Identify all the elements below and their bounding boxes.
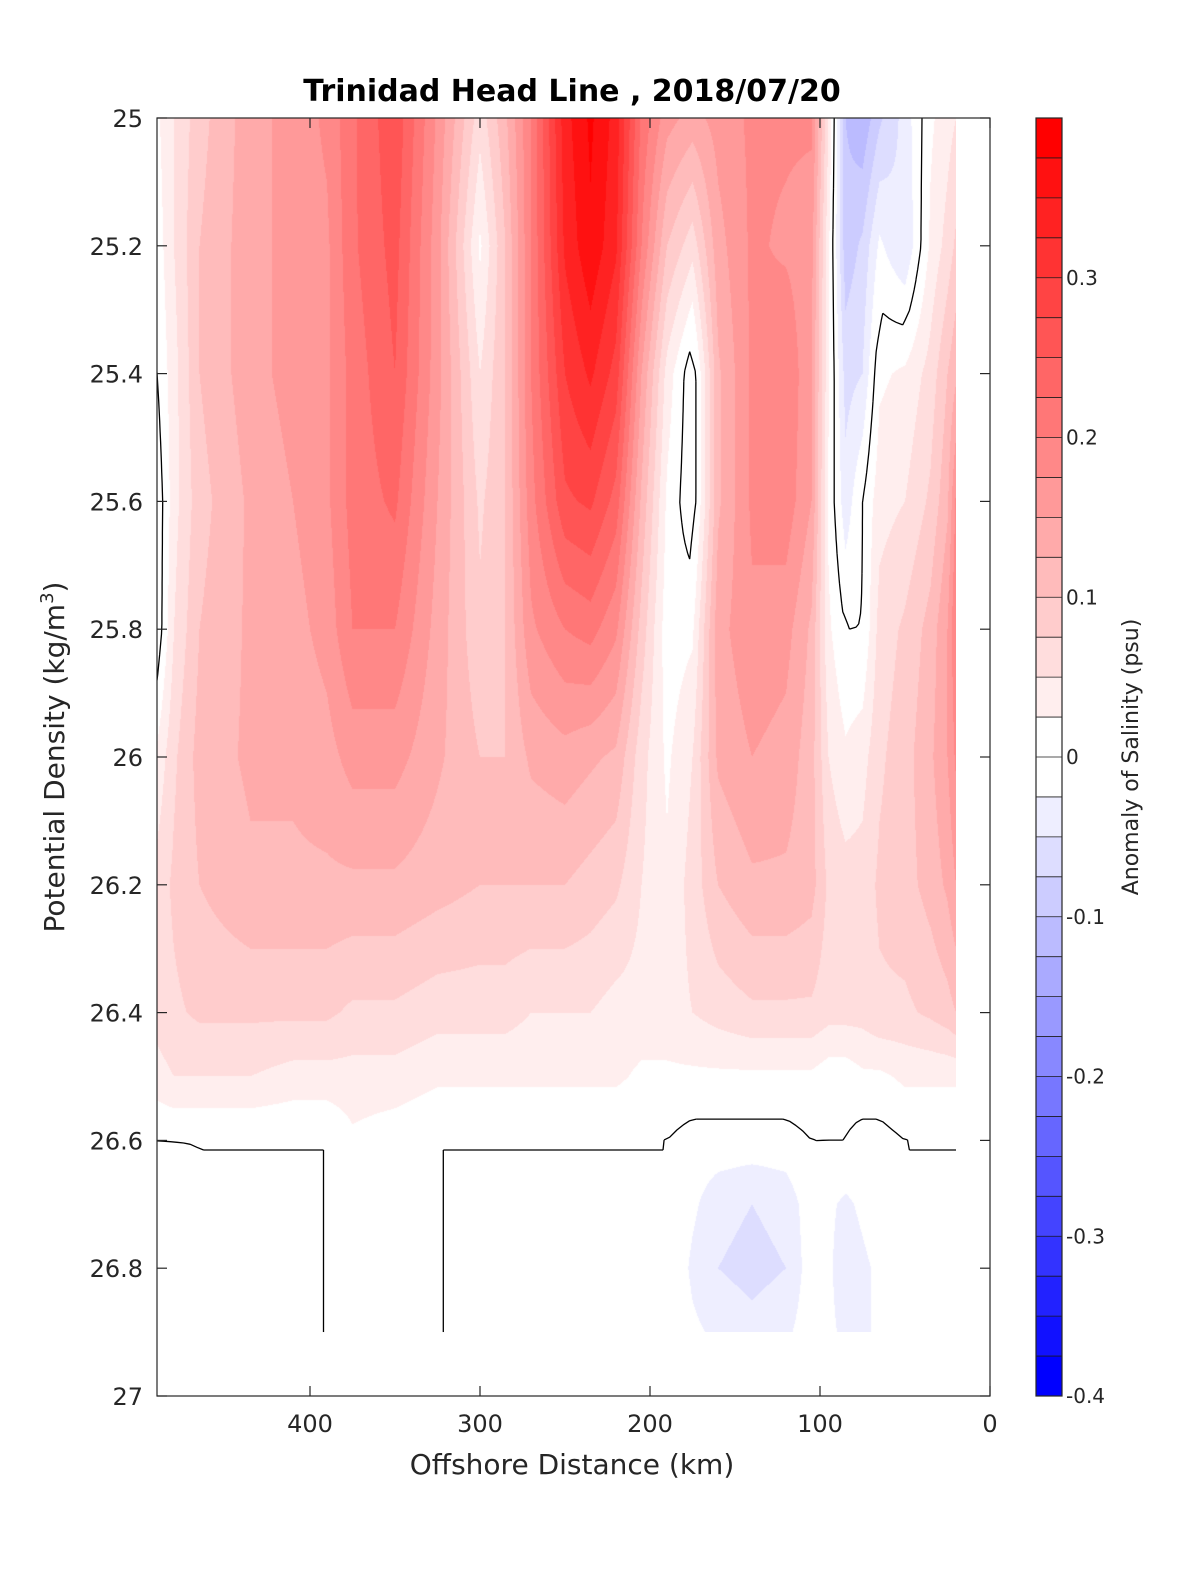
y-tick-label: 27 — [112, 1383, 143, 1411]
colorbar-segment — [1036, 118, 1062, 159]
y-tick-label: 25.6 — [90, 488, 143, 516]
colorbar-segment — [1036, 956, 1062, 998]
chart-title: Trinidad Head Line , 2018/07/20 — [303, 74, 840, 109]
colorbar-segment — [1036, 317, 1062, 359]
colorbar-segment — [1036, 1236, 1062, 1277]
colorbar-segment — [1036, 1076, 1062, 1117]
colorbar-segment — [1036, 197, 1062, 239]
colorbar-frame — [1035, 117, 1063, 1397]
y-tick-label: 25.2 — [90, 233, 143, 261]
colorbar-tick-label: -0.2 — [1066, 1065, 1105, 1089]
colorbar-segment — [1036, 437, 1062, 478]
colorbar-segment — [1036, 1356, 1062, 1397]
colorbar — [1035, 117, 1063, 1397]
colorbar-tick-label: -0.4 — [1066, 1384, 1105, 1408]
x-tick-label: 0 — [982, 1410, 997, 1438]
colorbar-segment — [1036, 1316, 1062, 1357]
colorbar-segment — [1036, 357, 1062, 399]
colorbar-segment — [1036, 157, 1062, 199]
colorbar-segment — [1036, 397, 1062, 438]
colorbar-segment — [1036, 1116, 1062, 1157]
x-axis-label: Offshore Distance (km) — [410, 1448, 735, 1481]
y-axis: 25 25.2 25.4 25.6 25.8 26 26.2 26.4 26.6 26.8 27 — [90, 105, 990, 1411]
x-tick-label: 100 — [797, 1410, 843, 1438]
colorbar-segment — [1036, 876, 1062, 918]
colorbar-tick-label: 0.1 — [1066, 585, 1098, 609]
y-tick-label: 26.4 — [90, 1000, 143, 1028]
salinity-anomaly-field — [157, 118, 956, 1332]
y-tick-label: 26.2 — [90, 872, 143, 900]
colorbar-tick-label: 0.2 — [1066, 426, 1098, 450]
y-tick-label: 25.4 — [90, 361, 143, 389]
x-tick-label: 200 — [627, 1410, 673, 1438]
y-tick-label: 25 — [112, 105, 143, 133]
colorbar-segment — [1036, 517, 1062, 558]
colorbar-tick-label: -0.3 — [1066, 1224, 1105, 1248]
colorbar-segment — [1036, 1036, 1062, 1077]
y-tick-label: 26 — [112, 744, 143, 772]
colorbar-segment — [1036, 836, 1062, 878]
colorbar-ticks: 0.3 0.2 0.1 0 -0.1 -0.2 -0.3 -0.4 — [1066, 266, 1105, 1408]
y-axis-label-tail: ) — [38, 582, 71, 593]
colorbar-segment — [1036, 1276, 1062, 1317]
colorbar-segment — [1036, 597, 1062, 638]
colorbar-segment — [1036, 677, 1062, 718]
y-tick-label: 26.6 — [90, 1127, 143, 1155]
colorbar-tick-label: 0 — [1066, 745, 1079, 769]
colorbar-segment — [1036, 717, 1062, 758]
x-tick-label: 300 — [457, 1410, 503, 1438]
colorbar-segment — [1036, 557, 1062, 598]
colorbar-segment — [1036, 796, 1062, 838]
y-tick-label: 25.8 — [90, 616, 143, 644]
colorbar-segment — [1036, 237, 1062, 279]
colorbar-segment — [1036, 916, 1062, 958]
y-axis-label-superscript: 3 — [37, 592, 58, 603]
colorbar-segment — [1036, 757, 1062, 798]
heatmap-image — [157, 118, 956, 1332]
colorbar-segment — [1036, 477, 1062, 518]
colorbar-segment — [1036, 1196, 1062, 1237]
colorbar-segment — [1036, 277, 1062, 319]
x-tick-label: 400 — [287, 1410, 333, 1438]
colorbar-segment — [1036, 637, 1062, 678]
y-tick-label: 26.8 — [90, 1255, 143, 1283]
x-axis: 400 300 200 100 0 — [287, 118, 998, 1438]
colorbar-tick-label: -0.1 — [1066, 905, 1105, 929]
y-axis-label-main: Potential Density (kg/m — [38, 604, 71, 933]
colorbar-label: Anomaly of Salinity (psu) — [1119, 619, 1144, 896]
colorbar-segment — [1036, 996, 1062, 1038]
y-axis-label: Potential Density (kg/m3) — [37, 582, 71, 933]
colorbar-tick-label: 0.3 — [1066, 266, 1098, 290]
colorbar-segment — [1036, 1156, 1062, 1197]
